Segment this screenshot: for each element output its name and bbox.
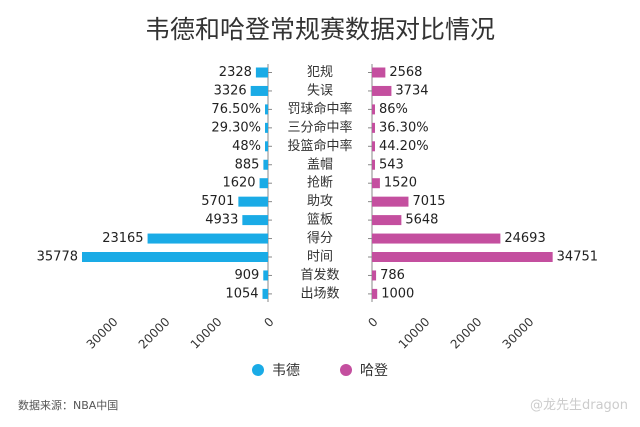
data-label-harden-9: 24693 (504, 231, 545, 246)
bar-wade-10 (82, 252, 268, 262)
bar-wade-3 (265, 122, 268, 133)
category-label-4: 投篮命中率 (287, 138, 352, 154)
data-label-wade-1: 3326 (214, 83, 247, 98)
bar-wade-7 (238, 196, 268, 207)
bar-wade-2 (265, 104, 268, 115)
bar-wade-12 (262, 288, 268, 299)
data-label-harden-2: 86% (379, 102, 408, 117)
data-label-harden-3: 36.30% (379, 120, 429, 135)
bar-harden-11 (372, 270, 377, 281)
bar-harden-4 (372, 141, 375, 152)
x-tick-right-3: 30000 (500, 315, 537, 352)
category-label-10: 时间 (307, 250, 333, 265)
x-tick-left-0: 0 (261, 315, 276, 330)
data-label-harden-8: 5648 (405, 213, 438, 228)
data-label-harden-5: 543 (379, 157, 404, 172)
category-label-6: 抢断 (307, 175, 333, 191)
bar-harden-7 (372, 196, 409, 207)
category-label-9: 得分 (307, 230, 333, 246)
data-label-wade-3: 29.30% (211, 120, 261, 135)
category-label-11: 首发数 (300, 267, 339, 283)
legend-swatch-harden (340, 364, 352, 376)
data-label-harden-4: 44.20% (379, 139, 429, 154)
data-label-wade-12: 1054 (225, 286, 258, 301)
data-label-wade-5: 885 (235, 157, 260, 172)
legend-label-harden: 哈登 (360, 363, 388, 379)
bar-wade-11 (263, 270, 268, 281)
legend-swatch-wade (252, 364, 264, 376)
bar-wade-9 (147, 233, 268, 244)
data-label-harden-0: 2568 (389, 65, 422, 80)
bar-harden-10 (372, 252, 553, 262)
legend: 韦德 哈登 (0, 360, 640, 380)
bar-harden-5 (372, 159, 375, 170)
bar-harden-6 (372, 178, 380, 189)
data-label-wade-10: 35778 (37, 250, 78, 265)
data-label-wade-4: 48% (232, 139, 261, 154)
data-label-wade-9: 23165 (102, 231, 143, 246)
legend-item-wade[interactable]: 韦德 (252, 360, 300, 380)
x-tick-right-1: 10000 (396, 315, 433, 352)
bar-harden-12 (372, 288, 378, 299)
category-label-8: 篮板 (307, 213, 333, 228)
bar-wade-0 (255, 67, 268, 78)
x-tick-right-0: 0 (365, 315, 380, 330)
bar-harden-3 (372, 122, 375, 133)
source-note: 数据来源：NBA中国 (18, 399, 119, 412)
bar-wade-1 (250, 85, 268, 96)
category-label-12: 出场数 (300, 286, 339, 301)
bar-harden-1 (372, 85, 392, 96)
data-label-harden-7: 7015 (412, 194, 445, 209)
bar-wade-5 (263, 159, 268, 170)
bar-wade-4 (265, 141, 268, 152)
watermark: @龙先生dragon (529, 398, 628, 413)
data-label-harden-12: 1000 (381, 286, 414, 301)
data-label-harden-1: 3734 (395, 83, 428, 98)
bar-harden-8 (372, 215, 402, 226)
bar-harden-9 (372, 233, 501, 244)
x-tick-left-3: 30000 (84, 315, 121, 352)
legend-item-harden[interactable]: 哈登 (340, 360, 388, 380)
data-label-harden-11: 786 (380, 268, 405, 283)
data-label-wade-6: 1620 (222, 176, 255, 191)
data-label-wade-11: 909 (234, 268, 259, 283)
data-label-wade-8: 4933 (205, 213, 238, 228)
legend-label-wade: 韦德 (272, 363, 300, 379)
bar-wade-8 (242, 215, 268, 226)
category-label-5: 盖帽 (307, 156, 333, 172)
data-label-wade-7: 5701 (201, 194, 234, 209)
category-label-1: 失误 (307, 83, 333, 98)
data-label-wade-2: 76.50% (211, 102, 261, 117)
chart-title: 韦德和哈登常规赛数据对比情况 (144, 15, 495, 44)
x-tick-right-2: 20000 (448, 315, 485, 352)
category-label-2: 罚球命中率 (287, 101, 352, 117)
category-label-7: 助攻 (307, 194, 333, 209)
bar-harden-2 (372, 104, 375, 115)
category-label-0: 犯规 (307, 65, 333, 80)
x-tick-left-1: 10000 (188, 315, 225, 352)
data-label-harden-6: 1520 (384, 176, 417, 191)
data-label-harden-10: 34751 (557, 250, 598, 265)
bar-harden-0 (372, 67, 386, 78)
bar-wade-6 (259, 178, 268, 189)
category-label-3: 三分命中率 (287, 119, 352, 135)
x-tick-left-2: 20000 (136, 315, 173, 352)
data-label-wade-0: 2328 (219, 65, 252, 80)
